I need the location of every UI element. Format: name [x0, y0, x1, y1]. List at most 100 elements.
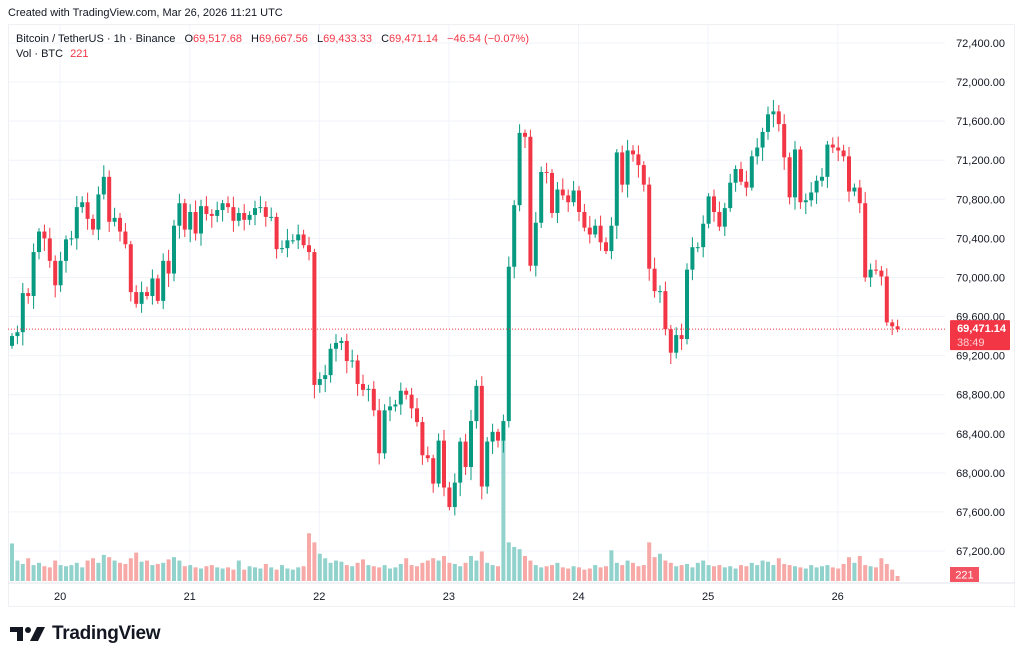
volume-bar [10, 543, 14, 581]
candle-body [91, 218, 95, 230]
candle-body [857, 187, 862, 204]
candle-body [690, 247, 695, 270]
candle-body [863, 203, 868, 278]
time-axis[interactable]: 20 21 22 23 24 25 26 [8, 582, 1015, 603]
volume-bar [317, 553, 322, 581]
volume-bar [296, 567, 301, 581]
candle-body [107, 176, 112, 222]
candle-body [425, 455, 430, 459]
candle-body [566, 195, 571, 203]
volume-bar [415, 566, 419, 581]
volume-label[interactable]: Vol · BTC [16, 48, 64, 60]
candle-body [820, 176, 824, 181]
symbol-name[interactable]: Bitcoin / TetherUS · 1h · Binance [16, 33, 176, 45]
legend-volume-row: Vol · BTC 221 [16, 47, 529, 62]
volume-bar [161, 562, 166, 581]
volume-bar [42, 566, 47, 581]
candle-body [533, 222, 538, 266]
candle-body [307, 245, 311, 253]
volume-bar [798, 567, 803, 581]
price-tick-label: 71,200.00 [956, 155, 1005, 167]
last-price-value: 69,471.14 [957, 323, 1007, 335]
candle-body [431, 458, 436, 484]
volume-bar [620, 565, 625, 581]
tradingview-logo-icon [10, 627, 45, 641]
candle-body [641, 165, 646, 185]
volume-bars [10, 440, 900, 581]
candle-body [377, 410, 382, 454]
candle-body [226, 203, 230, 208]
volume-bar [749, 562, 754, 581]
price-tick-label: 69,200.00 [956, 351, 1005, 363]
candle-body [258, 207, 263, 209]
volume-bar [409, 565, 414, 581]
volume-bar [334, 560, 338, 581]
candle-body [366, 388, 371, 390]
candle-body [280, 248, 284, 250]
candle-body [172, 225, 176, 274]
volume-bar [209, 565, 214, 581]
candle-body [247, 214, 252, 220]
open-label: O [184, 33, 194, 45]
high-value: 69,667.56 [258, 33, 308, 45]
candle-body [42, 231, 47, 239]
candle-body [37, 231, 41, 253]
candle-body [199, 206, 203, 234]
candle-body [517, 132, 522, 206]
volume-bar [253, 567, 257, 581]
volume-bar [776, 558, 781, 581]
low-label: L [316, 33, 324, 45]
volume-bar [658, 553, 662, 581]
price-axis[interactable]: 72,400.00 72,000.00 71,600.00 71,200.00 70,8… [956, 38, 1005, 558]
candle-body [204, 206, 209, 214]
last-price-badge: 69,471.14 38:49 [950, 320, 1010, 351]
candle-body [334, 342, 338, 349]
candle-body [220, 203, 225, 211]
volume-bar [571, 566, 576, 581]
candle-body [215, 210, 220, 216]
candle-body [550, 172, 554, 213]
candle-body [809, 192, 814, 201]
volume-bar [490, 565, 495, 581]
candle-body [728, 182, 733, 209]
candle-body [69, 238, 74, 240]
volume-bar [47, 567, 52, 581]
volume-bar [868, 566, 873, 581]
time-tick-label: 21 [184, 591, 196, 603]
candle-body [625, 150, 630, 185]
candle-body [674, 335, 679, 353]
volume-bar [20, 563, 25, 581]
volume-bar [80, 567, 85, 581]
candle-body [231, 207, 236, 221]
candle-body [150, 278, 155, 297]
candle-body [571, 190, 576, 203]
candle-body [382, 410, 387, 454]
candle-body [895, 326, 900, 330]
volume-bar [544, 566, 549, 581]
volume-bar [463, 562, 468, 581]
candle-body [85, 202, 90, 219]
candle-body [496, 431, 500, 441]
candle-body [350, 360, 355, 362]
volume-bar [857, 556, 862, 581]
candle-body [490, 431, 495, 442]
candle-body [474, 385, 479, 422]
time-tick-label: 20 [54, 591, 66, 603]
volume-bar [809, 565, 814, 581]
candle-body [263, 207, 268, 217]
volume-bar [188, 565, 193, 581]
candle-body [879, 270, 884, 277]
tradingview-logo-text: TradingView [52, 623, 161, 644]
volume-bar [771, 565, 776, 581]
volume-bar [339, 561, 344, 581]
symbol-legend: Bitcoin / TetherUS · 1h · Binance O69,51… [16, 32, 529, 62]
volume-bar [609, 550, 614, 581]
volume-bar [107, 557, 112, 581]
candle-body [96, 194, 101, 230]
candle-body [620, 152, 625, 185]
volume-bar [652, 557, 657, 581]
tradingview-logo[interactable]: TradingView [10, 623, 161, 645]
volume-bar [706, 565, 711, 581]
volume-bar [674, 566, 679, 581]
